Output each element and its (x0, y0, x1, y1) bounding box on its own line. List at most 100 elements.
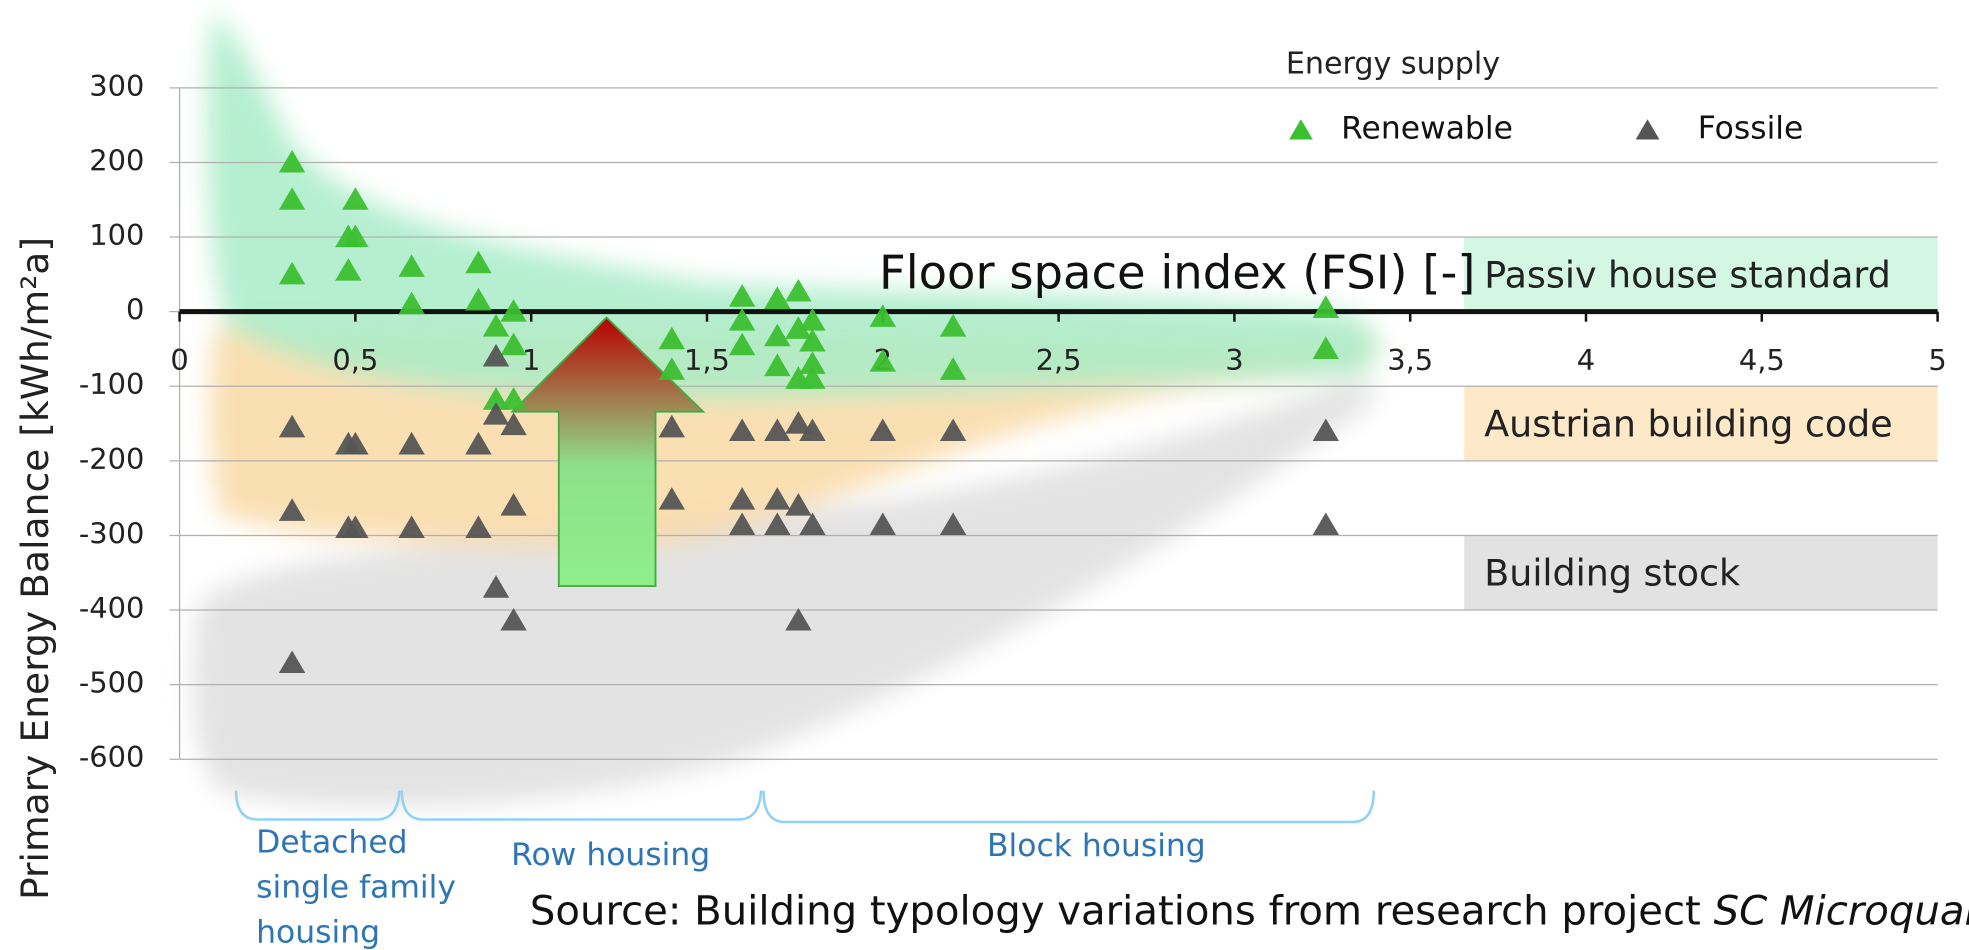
band (1464, 237, 1938, 312)
y-tick-label: -400 (79, 591, 145, 625)
x-tick-label: 5 (1928, 343, 1946, 377)
point (728, 487, 756, 510)
group-label: Row housing (511, 837, 710, 873)
point (785, 316, 812, 339)
source-text: Source: Building typology variations fro… (530, 889, 1714, 935)
band (1464, 386, 1938, 461)
point (728, 418, 756, 442)
y-tick-label: -300 (79, 516, 145, 550)
point (939, 357, 967, 380)
point (799, 512, 826, 536)
point (500, 332, 527, 356)
point (278, 650, 306, 674)
group-brackets (234, 790, 1376, 824)
band-label: Building stock (1484, 552, 1740, 595)
points (278, 149, 1339, 674)
point (342, 187, 369, 210)
point (482, 387, 510, 410)
point (799, 366, 826, 389)
group-label: single family (256, 870, 456, 906)
point (728, 308, 756, 331)
point (465, 250, 492, 274)
point (342, 515, 369, 539)
point (658, 326, 686, 350)
y-tick-label: 300 (89, 69, 144, 103)
point (799, 351, 826, 374)
point (500, 607, 527, 631)
point (658, 414, 686, 438)
legend-label: Renewable (1341, 110, 1513, 146)
x-tick-label: 4 (1577, 343, 1595, 377)
point (785, 493, 812, 516)
point (764, 487, 791, 510)
x-tick-label: 0,5 (332, 343, 378, 377)
improvement-arrow (510, 316, 706, 588)
legend-title: Energy supply (1286, 47, 1500, 82)
point (1312, 336, 1339, 359)
point (658, 487, 686, 510)
point (869, 418, 896, 442)
point (939, 418, 967, 442)
point (728, 284, 756, 307)
legend-marker (1289, 119, 1313, 140)
point (764, 353, 791, 377)
legend-label: Fossile (1698, 110, 1804, 146)
y-tick-label: 200 (89, 143, 144, 177)
y-tick-label: 100 (89, 218, 144, 252)
point (278, 498, 306, 521)
background-regions (193, 12, 1382, 807)
point (335, 258, 362, 281)
point (482, 343, 510, 367)
point (728, 332, 756, 356)
bracket (400, 790, 763, 821)
legend-marker (1635, 119, 1660, 140)
point (278, 414, 306, 438)
point (1312, 418, 1339, 442)
point (869, 349, 896, 372)
stock-region (193, 376, 1376, 807)
point (764, 512, 791, 536)
bracket (762, 790, 1376, 824)
point (465, 431, 492, 455)
point (278, 261, 306, 285)
band-label: Passiv house standard (1484, 253, 1891, 296)
point (799, 418, 826, 442)
point (398, 254, 425, 277)
point (764, 323, 791, 347)
group-label: Detached (256, 824, 407, 860)
point (398, 515, 425, 539)
point (1312, 295, 1339, 318)
point (278, 187, 306, 210)
point (482, 575, 510, 598)
source-project: SC Microquartiere (1714, 889, 1969, 935)
x-tick-label: 2,5 (1036, 343, 1082, 377)
y-tick-label: -500 (79, 666, 145, 700)
point (342, 224, 369, 248)
point (482, 402, 510, 425)
point (658, 357, 686, 380)
x-tick-label: 3,5 (1387, 343, 1433, 377)
point (728, 512, 756, 536)
point (869, 304, 896, 327)
x-tick-label: 1 (522, 343, 540, 377)
grid: 300 200 100 0 -100 -200 -300 -400 -500 -600 0 0,5 1 1… (79, 69, 1947, 774)
y-tick-label: -600 (79, 740, 145, 774)
group-label: Block housing (987, 828, 1206, 864)
y-tick-label: -200 (79, 442, 145, 476)
band-label: Austrian building code (1484, 403, 1892, 446)
point (785, 410, 812, 434)
point (1312, 512, 1339, 536)
point (799, 308, 826, 331)
bands: Passiv house standard Austrian building c… (1464, 237, 1938, 611)
point (785, 278, 812, 302)
y-axis-label: Primary Energy Balance [kWh/m²a] (13, 237, 57, 900)
point (500, 387, 527, 410)
x-tick-label: 1,5 (684, 343, 730, 377)
point (465, 515, 492, 539)
x-tick-label: 3 (1225, 343, 1243, 377)
point (398, 291, 425, 315)
y-tick-label: -100 (79, 367, 145, 401)
point (764, 286, 791, 310)
point (764, 418, 791, 442)
